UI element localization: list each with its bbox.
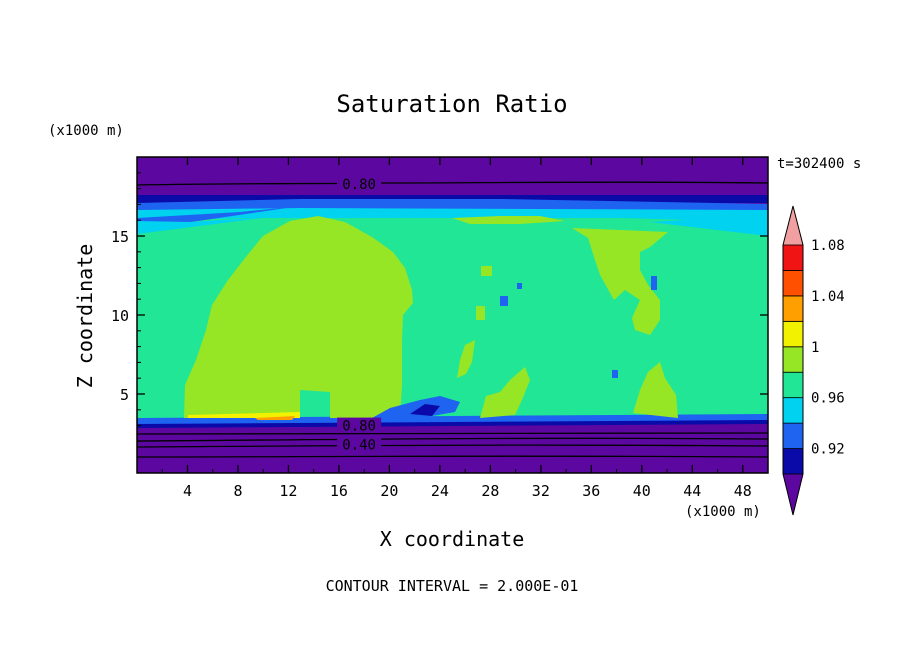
colorbar-segment [782, 397, 804, 424]
cloud-right [572, 228, 668, 335]
cloud-small-3 [457, 340, 475, 378]
speckle-4 [612, 370, 618, 378]
x-tick-label: 24 [431, 482, 449, 500]
cloud-small-1 [480, 367, 530, 418]
upper-right-cyan-tongue [650, 215, 768, 236]
colorbar-bottom-arrow [783, 474, 803, 515]
lower-deep-blue-edge [137, 420, 768, 428]
x-tick-label: 8 [233, 482, 242, 500]
low-deep-blue-patch [410, 404, 440, 416]
colorbar-segment [782, 270, 804, 297]
contour-line [137, 181, 768, 186]
contour-label: 0.80 [342, 177, 376, 193]
cloud-fragment-2 [476, 306, 485, 320]
upper-left-cyan-tongue [137, 217, 270, 234]
contour-line [137, 444, 768, 448]
x-tick-label: 16 [330, 482, 348, 500]
contour-line [137, 455, 768, 458]
colorbar-segment [782, 422, 804, 449]
contour-label: 0.80 [342, 419, 376, 435]
contour-label-bg [337, 436, 382, 452]
y-axis-ticks: 5 10 15 [111, 172, 768, 458]
colorbar-segment [782, 346, 804, 373]
colorbar-label: 1.08 [811, 238, 845, 254]
footer-contour-interval: CONTOUR INTERVAL = 2.000E-01 [326, 577, 579, 595]
x-tick-label: 48 [734, 482, 752, 500]
x-axis-title: X coordinate [380, 527, 525, 551]
colorbar-outline [782, 205, 804, 516]
x-tick-label: 4 [183, 482, 192, 500]
x-axis-ticks: 4 8 12 16 20 24 28 32 36 40 44 48 [161, 157, 752, 500]
colorbar-segment [782, 295, 804, 322]
colorbar: 0.92 0.96 1 1.04 1.08 [782, 205, 845, 516]
upper-cyan-band [137, 208, 768, 222]
cloud-main [184, 216, 413, 418]
speckle-1 [500, 296, 508, 306]
contour-line [137, 437, 768, 442]
colorbar-segment [782, 371, 804, 399]
colorbar-label: 0.92 [811, 442, 845, 458]
colorbar-segment [782, 448, 804, 475]
x-tick-label: 32 [532, 482, 550, 500]
lower-dry-layer [137, 424, 768, 473]
x-tick-label: 28 [481, 482, 499, 500]
x-tick-label: 44 [683, 482, 701, 500]
z-unit-label: (x1000 m) [48, 123, 124, 139]
speckle-2 [517, 283, 522, 289]
cloud-fragment-3 [604, 256, 612, 268]
y-tick-label: 5 [120, 386, 129, 404]
colorbar-top-arrow [783, 206, 803, 245]
colorbar-label: 0.96 [811, 391, 845, 407]
x-tick-label: 12 [279, 482, 297, 500]
contour-label: 0.40 [342, 438, 376, 454]
x-tick-label: 40 [633, 482, 651, 500]
x-tick-label: 36 [582, 482, 600, 500]
cloud-base-orange [255, 416, 295, 420]
speckle-3 [651, 276, 657, 290]
x-unit-label: (x1000 m) [685, 504, 761, 520]
colorbar-label: 1 [811, 340, 819, 356]
contour-label-bg [337, 417, 382, 433]
colorbar-segment [782, 320, 804, 348]
y-axis-title: Z coordinate [73, 244, 97, 389]
cloud-small-2 [633, 362, 678, 418]
saturation-field [137, 157, 768, 473]
colorbar-segment [782, 244, 804, 271]
cloud-base-yellow [188, 412, 300, 418]
x-tick-label: 20 [380, 482, 398, 500]
y-tick-label: 10 [111, 307, 129, 325]
chart-title: Saturation Ratio [336, 90, 567, 118]
colorbar-label: 1.04 [811, 289, 845, 305]
cloud-anvil-mid [452, 216, 565, 224]
time-label: t=302400 s [777, 156, 861, 172]
low-blue-patches [372, 396, 460, 418]
y-tick-label: 15 [111, 228, 129, 246]
contour-label-bg [337, 175, 382, 191]
cloud-fragment-1 [481, 266, 492, 276]
